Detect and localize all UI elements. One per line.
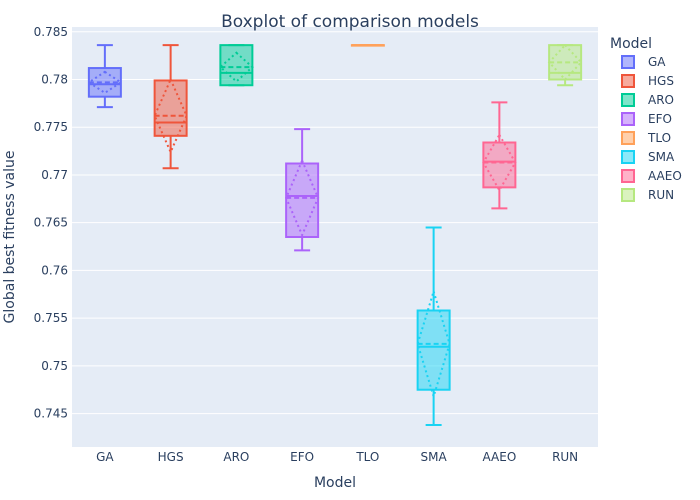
box-aro[interactable] xyxy=(218,44,254,87)
box-ga[interactable] xyxy=(87,44,123,109)
legend-item-sma[interactable]: SMA xyxy=(621,150,675,164)
x-axis-title: Model xyxy=(314,475,356,491)
legend-swatch xyxy=(621,169,635,183)
x-tick-label: ARO xyxy=(223,450,249,464)
legend-item-hgs[interactable]: HGS xyxy=(621,74,674,88)
box-efo[interactable] xyxy=(285,128,320,252)
x-tick-label: RUN xyxy=(552,450,578,464)
legend-item-efo[interactable]: EFO xyxy=(621,112,672,126)
legend-swatch xyxy=(621,74,635,88)
legend-label: AAEO xyxy=(648,169,682,183)
box-body xyxy=(285,162,320,238)
box-tlo[interactable] xyxy=(350,44,385,47)
box-sma[interactable] xyxy=(416,226,451,427)
legend-item-aaeo[interactable]: AAEO xyxy=(621,169,682,183)
y-tick-label: 0.745 xyxy=(34,407,68,421)
legend-label: RUN xyxy=(648,188,674,202)
legend-label: GA xyxy=(648,55,666,69)
sd-diamond xyxy=(285,158,320,238)
legend-item-tlo[interactable]: TLO xyxy=(621,131,671,145)
sd-diamond xyxy=(482,132,517,193)
legend: Model GA HGS ARO EFO TLO SMA AAEO RUN xyxy=(610,36,682,202)
box-run[interactable] xyxy=(547,43,583,87)
legend-swatch xyxy=(621,188,635,202)
x-tick-label: TLO xyxy=(355,450,379,464)
box-body xyxy=(416,309,451,391)
boxes xyxy=(87,43,583,427)
sd-diamond xyxy=(218,51,254,83)
y-tick-label: 0.77 xyxy=(41,168,68,182)
y-tick-label: 0.765 xyxy=(34,216,68,230)
legend-swatch xyxy=(621,112,635,126)
x-tick-label: AAEO xyxy=(482,450,516,464)
y-tick-label: 0.755 xyxy=(34,311,68,325)
x-tick-label: SMA xyxy=(421,450,448,464)
legend-label: SMA xyxy=(648,150,675,164)
x-tick-label: HGS xyxy=(158,450,184,464)
legend-item-aro[interactable]: ARO xyxy=(621,93,674,107)
legend-swatch xyxy=(621,131,635,145)
legend-label: HGS xyxy=(648,74,674,88)
legend-item-ga[interactable]: GA xyxy=(621,55,666,69)
x-axis-ticks: GA HGS ARO EFO TLO SMA AAEO RUN xyxy=(96,450,578,464)
sd-diamond xyxy=(416,287,451,400)
box-aaeo[interactable] xyxy=(482,101,517,210)
legend-item-run[interactable]: RUN xyxy=(621,188,674,202)
y-tick-label: 0.75 xyxy=(41,359,68,373)
chart-title: Boxplot of comparison models xyxy=(221,12,479,32)
y-tick-label: 0.78 xyxy=(41,73,68,87)
legend-swatch xyxy=(621,150,635,164)
plot-area xyxy=(72,27,598,447)
box-body xyxy=(219,44,254,87)
sd-diamond xyxy=(547,43,583,81)
legend-swatch xyxy=(621,55,635,69)
sd-diamond xyxy=(153,77,188,155)
legend-label: EFO xyxy=(648,112,672,126)
y-tick-label: 0.76 xyxy=(41,263,68,277)
y-tick-label: 0.775 xyxy=(34,120,68,134)
y-axis-title: Global best fitness value xyxy=(2,151,18,324)
box-body xyxy=(482,141,517,189)
x-tick-label: EFO xyxy=(290,450,314,464)
y-axis-ticks: 0.745 0.75 0.755 0.76 0.765 0.77 0.775 0.78 0.78… xyxy=(34,25,68,421)
legend-swatch xyxy=(621,93,635,107)
legend-label: ARO xyxy=(648,93,674,107)
y-tick-label: 0.785 xyxy=(34,25,68,39)
x-tick-label: GA xyxy=(96,450,114,464)
legend-title: Model xyxy=(610,36,652,52)
box-hgs[interactable] xyxy=(153,44,188,170)
legend-label: TLO xyxy=(647,131,671,145)
